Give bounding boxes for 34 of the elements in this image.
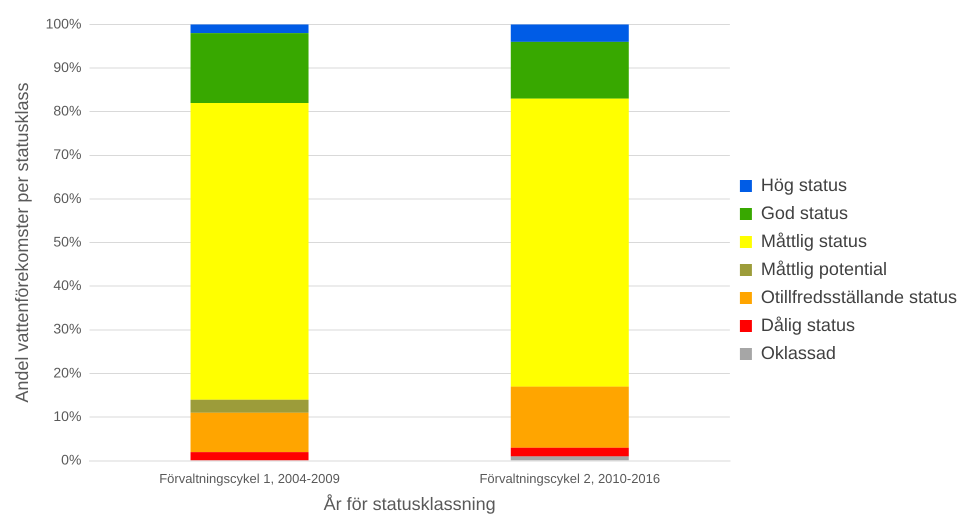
bar [510,98,629,387]
bar [510,448,629,456]
legend-label: Måttlig potential [760,258,887,279]
y-tick-label: 50% [53,233,82,250]
y-tick-label: 10% [53,408,82,424]
y-tick-label: 80% [53,102,82,119]
y-tick-label: 60% [53,190,82,206]
bar [510,24,629,42]
y-tick-label: 30% [53,320,82,337]
legend-label: Oklassad [760,342,836,363]
bar [190,452,309,460]
y-tick-label: 20% [53,364,82,380]
legend-label: Måttlig status [760,230,867,251]
legend-label: Dålig status [760,314,855,335]
bar [190,412,309,452]
x-tick-label: Förvaltningscykel 1, 2004-2009 [159,471,340,486]
bar [190,400,309,413]
legend-label: Otillfredsställande status [760,286,957,307]
x-axis-title: År för statusklassning [324,494,496,514]
y-tick-label: 100% [46,15,82,32]
x-tick-label: Förvaltningscykel 2, 2010-2016 [479,471,660,486]
bar [190,33,309,103]
bar [510,386,629,448]
legend-label: Hög status [760,174,847,195]
y-tick-label: 90% [53,58,82,75]
y-tick-label: 70% [53,146,82,162]
bar [510,456,629,460]
bar [190,24,309,34]
legend-label: God status [760,202,848,223]
y-axis-title: Andel vattenförekomster per statusklass [12,82,32,403]
y-tick-label: 0% [61,452,82,468]
y-tick-label: 40% [53,277,82,294]
bar [190,102,309,400]
bar [510,42,629,99]
